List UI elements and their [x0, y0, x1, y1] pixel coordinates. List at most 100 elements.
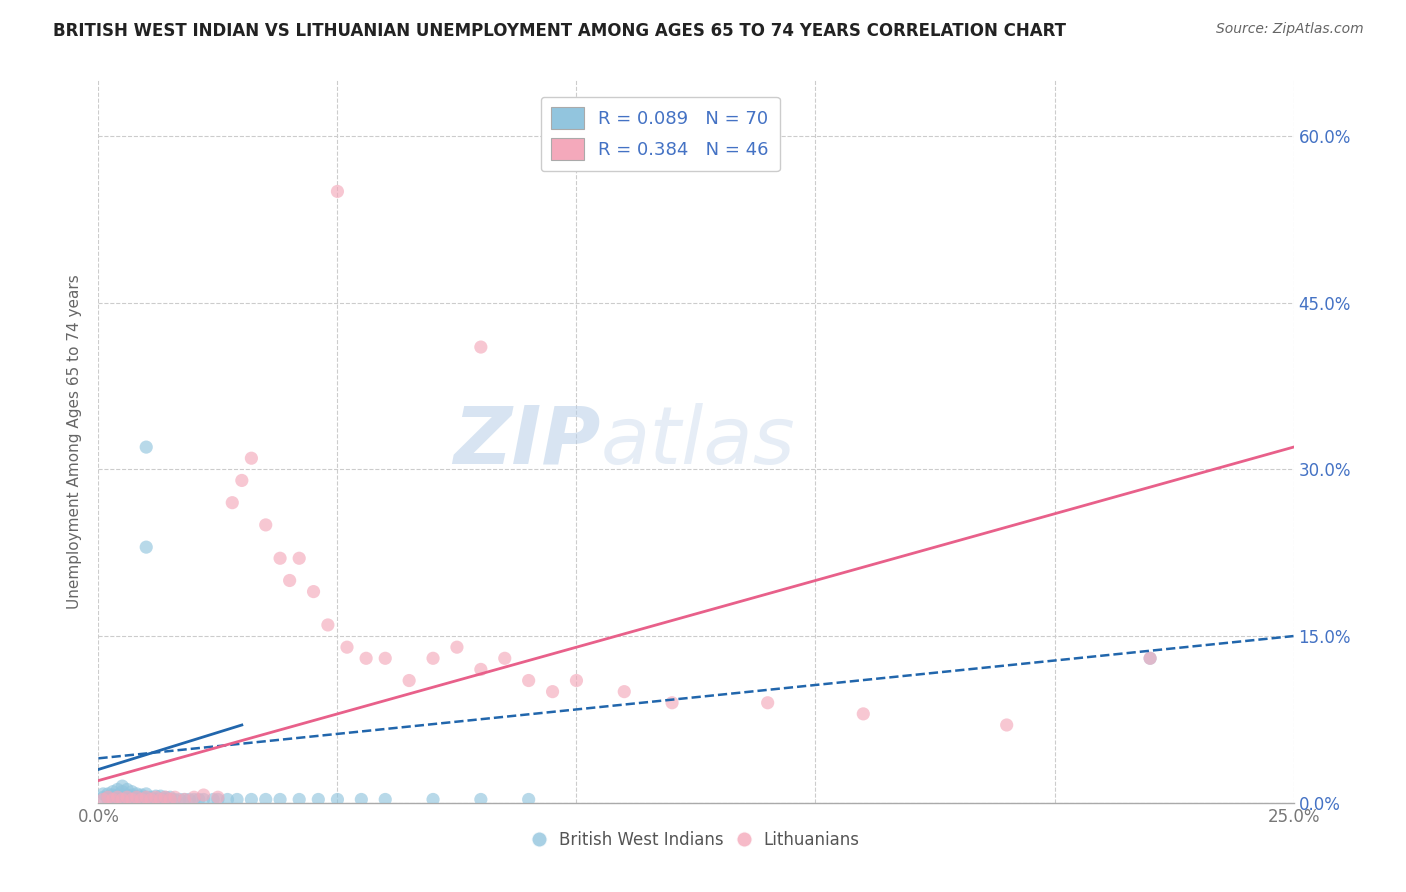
Point	[131, 792, 153, 806]
Point	[302, 584, 325, 599]
Point	[107, 782, 129, 797]
Point	[159, 792, 181, 806]
Point	[131, 790, 153, 805]
Point	[107, 790, 129, 805]
Point	[135, 790, 157, 805]
Text: atlas: atlas	[600, 402, 796, 481]
Point	[115, 790, 138, 805]
Point	[852, 706, 875, 721]
Point	[169, 792, 191, 806]
Point	[159, 790, 181, 805]
Point	[278, 574, 301, 588]
Point	[135, 440, 157, 454]
Point	[115, 790, 138, 805]
Point	[269, 551, 291, 566]
Point	[193, 792, 215, 806]
Point	[115, 788, 138, 802]
Point	[91, 787, 114, 801]
Point	[125, 787, 148, 801]
Point	[470, 340, 492, 354]
Point	[97, 792, 120, 806]
Point	[995, 718, 1018, 732]
Point	[470, 662, 492, 676]
Point	[111, 788, 134, 802]
Point	[470, 792, 492, 806]
Point	[149, 792, 172, 806]
Point	[97, 787, 120, 801]
Point	[422, 792, 444, 806]
Point	[115, 792, 138, 806]
Y-axis label: Unemployment Among Ages 65 to 74 years: Unemployment Among Ages 65 to 74 years	[67, 274, 83, 609]
Point	[163, 792, 186, 806]
Point	[374, 651, 396, 665]
Point	[354, 651, 377, 665]
Point	[111, 792, 134, 806]
Point	[398, 673, 420, 688]
Point	[101, 785, 124, 799]
Point	[565, 673, 588, 688]
Point	[101, 792, 124, 806]
Point	[193, 788, 215, 802]
Point	[179, 792, 201, 806]
Point	[202, 792, 225, 806]
Point	[121, 792, 143, 806]
Point	[145, 790, 167, 805]
Point	[97, 790, 120, 805]
Point	[149, 789, 172, 804]
Point	[97, 790, 120, 805]
Point	[163, 790, 186, 805]
Point	[541, 684, 564, 698]
Point	[446, 640, 468, 655]
Point	[145, 789, 167, 804]
Point	[226, 792, 249, 806]
Point	[107, 788, 129, 802]
Point	[517, 673, 540, 688]
Point	[111, 792, 134, 806]
Point	[91, 792, 114, 806]
Point	[240, 451, 263, 466]
Point	[121, 790, 143, 805]
Point	[155, 790, 177, 805]
Point	[111, 779, 134, 793]
Point	[207, 790, 229, 805]
Point	[326, 185, 349, 199]
Point	[131, 792, 153, 806]
Point	[91, 790, 114, 805]
Point	[145, 792, 167, 806]
Point	[207, 792, 229, 806]
Point	[231, 474, 253, 488]
Point	[756, 696, 779, 710]
Point	[135, 792, 157, 806]
Point	[131, 788, 153, 802]
Point	[139, 792, 162, 806]
Point	[121, 785, 143, 799]
Point	[307, 792, 329, 806]
Point	[1139, 651, 1161, 665]
Point	[125, 792, 148, 806]
Point	[183, 792, 205, 806]
Point	[111, 790, 134, 805]
Point	[422, 651, 444, 665]
Point	[613, 684, 636, 698]
Point	[121, 792, 143, 806]
Point	[517, 792, 540, 806]
Point	[240, 792, 263, 806]
Point	[269, 792, 291, 806]
Point	[155, 792, 177, 806]
Point	[661, 696, 683, 710]
Point	[135, 790, 157, 805]
Point	[159, 792, 181, 806]
Point	[288, 551, 311, 566]
Point	[288, 792, 311, 806]
Point	[111, 785, 134, 799]
Point	[374, 792, 396, 806]
Point	[187, 792, 209, 806]
Point	[149, 792, 172, 806]
Point	[173, 792, 195, 806]
Point	[217, 792, 239, 806]
Point	[494, 651, 516, 665]
Point	[135, 787, 157, 801]
Point	[101, 792, 124, 806]
Point	[139, 792, 162, 806]
Point	[183, 790, 205, 805]
